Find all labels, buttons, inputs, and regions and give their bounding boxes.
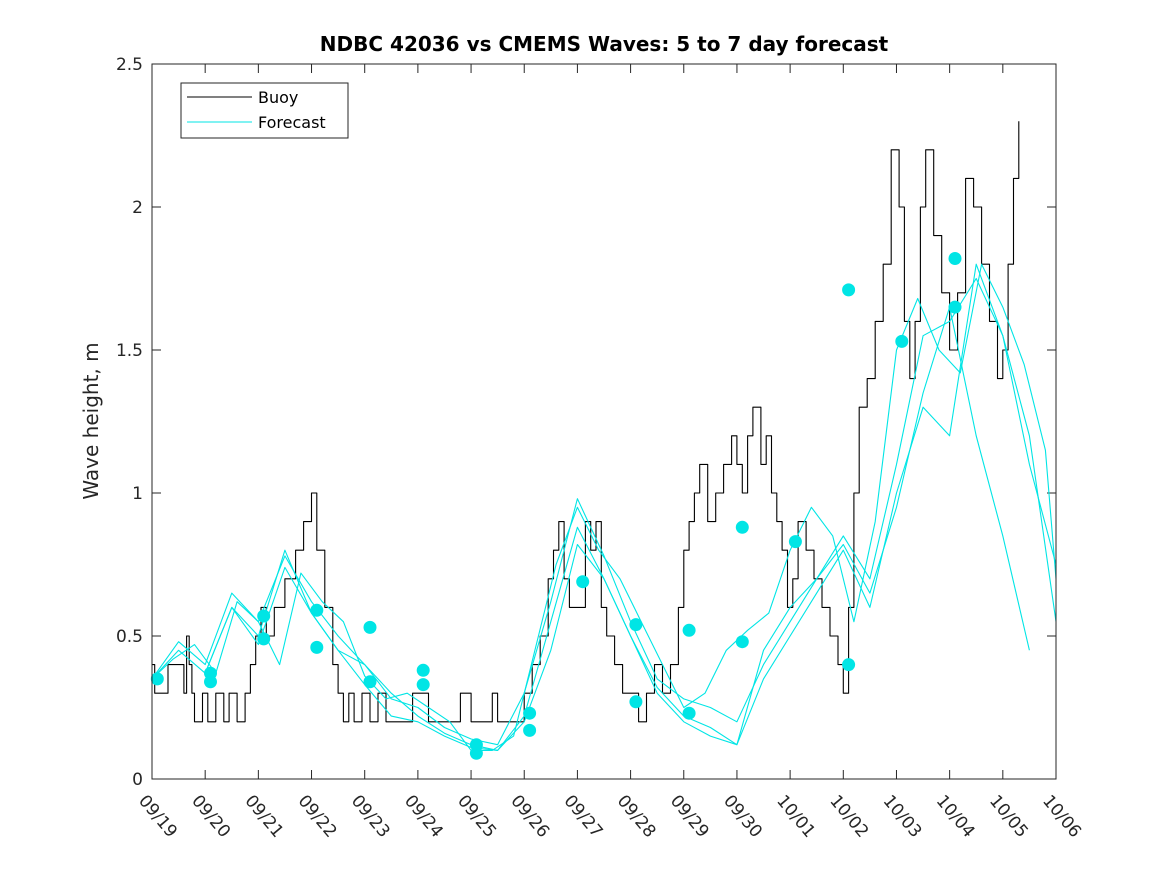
forecast-marker [842, 283, 856, 297]
series-forecast-line-2 [151, 277, 1057, 746]
forecast-marker [204, 675, 217, 689]
legend-label-forecast: Forecast [258, 113, 326, 132]
forecast-marker [363, 675, 377, 689]
forecast-marker [682, 623, 696, 637]
forecast-marker [948, 300, 962, 314]
series-buoy-line [152, 121, 1020, 723]
y-tick-label: 0.5 [116, 627, 143, 647]
forecast-marker [150, 672, 164, 686]
series-layer [151, 121, 1057, 751]
forecast-marker [310, 603, 324, 617]
forecast-marker [257, 632, 271, 646]
forecast-marker [948, 252, 962, 265]
forecast-marker [416, 663, 430, 677]
forecast-marker [469, 746, 483, 760]
forecast-marker [842, 658, 856, 672]
forecast-marker [788, 535, 802, 549]
forecast-marker [629, 695, 643, 709]
forecast-marker [682, 706, 696, 720]
series-forecast-line-1 [151, 263, 1057, 751]
forecast-marker [310, 640, 324, 654]
legend-label-buoy: Buoy [258, 88, 298, 107]
forecast-marker [257, 609, 271, 623]
forecast-marker [735, 635, 749, 649]
y-tick-label: 1 [132, 484, 143, 504]
y-tick-label: 2 [132, 198, 143, 218]
forecast-marker [895, 334, 909, 348]
series-forecast-line-4 [204, 306, 1030, 751]
plot-area [152, 64, 1056, 779]
forecast-marker [523, 706, 537, 720]
forecast-marker [416, 678, 430, 692]
y-tick-label: 0 [132, 770, 143, 790]
y-axis: 0 0.5 1 1.5 2 2.5 [116, 55, 1056, 790]
y-tick-label: 1.5 [116, 341, 143, 361]
forecast-marker [363, 620, 377, 634]
legend-box [180, 82, 349, 139]
marker-layer [150, 252, 962, 760]
y-tick-label: 2.5 [116, 55, 143, 75]
forecast-marker [735, 520, 749, 534]
y-axis-label: Wave height, m [79, 342, 103, 499]
forecast-marker [523, 723, 537, 737]
axes-box [151, 63, 1057, 780]
forecast-marker [629, 618, 643, 632]
legend: Buoy Forecast [180, 82, 349, 139]
chart-title: NDBC 42036 vs CMEMS Waves: 5 to 7 day fo… [320, 32, 889, 56]
forecast-marker [576, 575, 590, 589]
